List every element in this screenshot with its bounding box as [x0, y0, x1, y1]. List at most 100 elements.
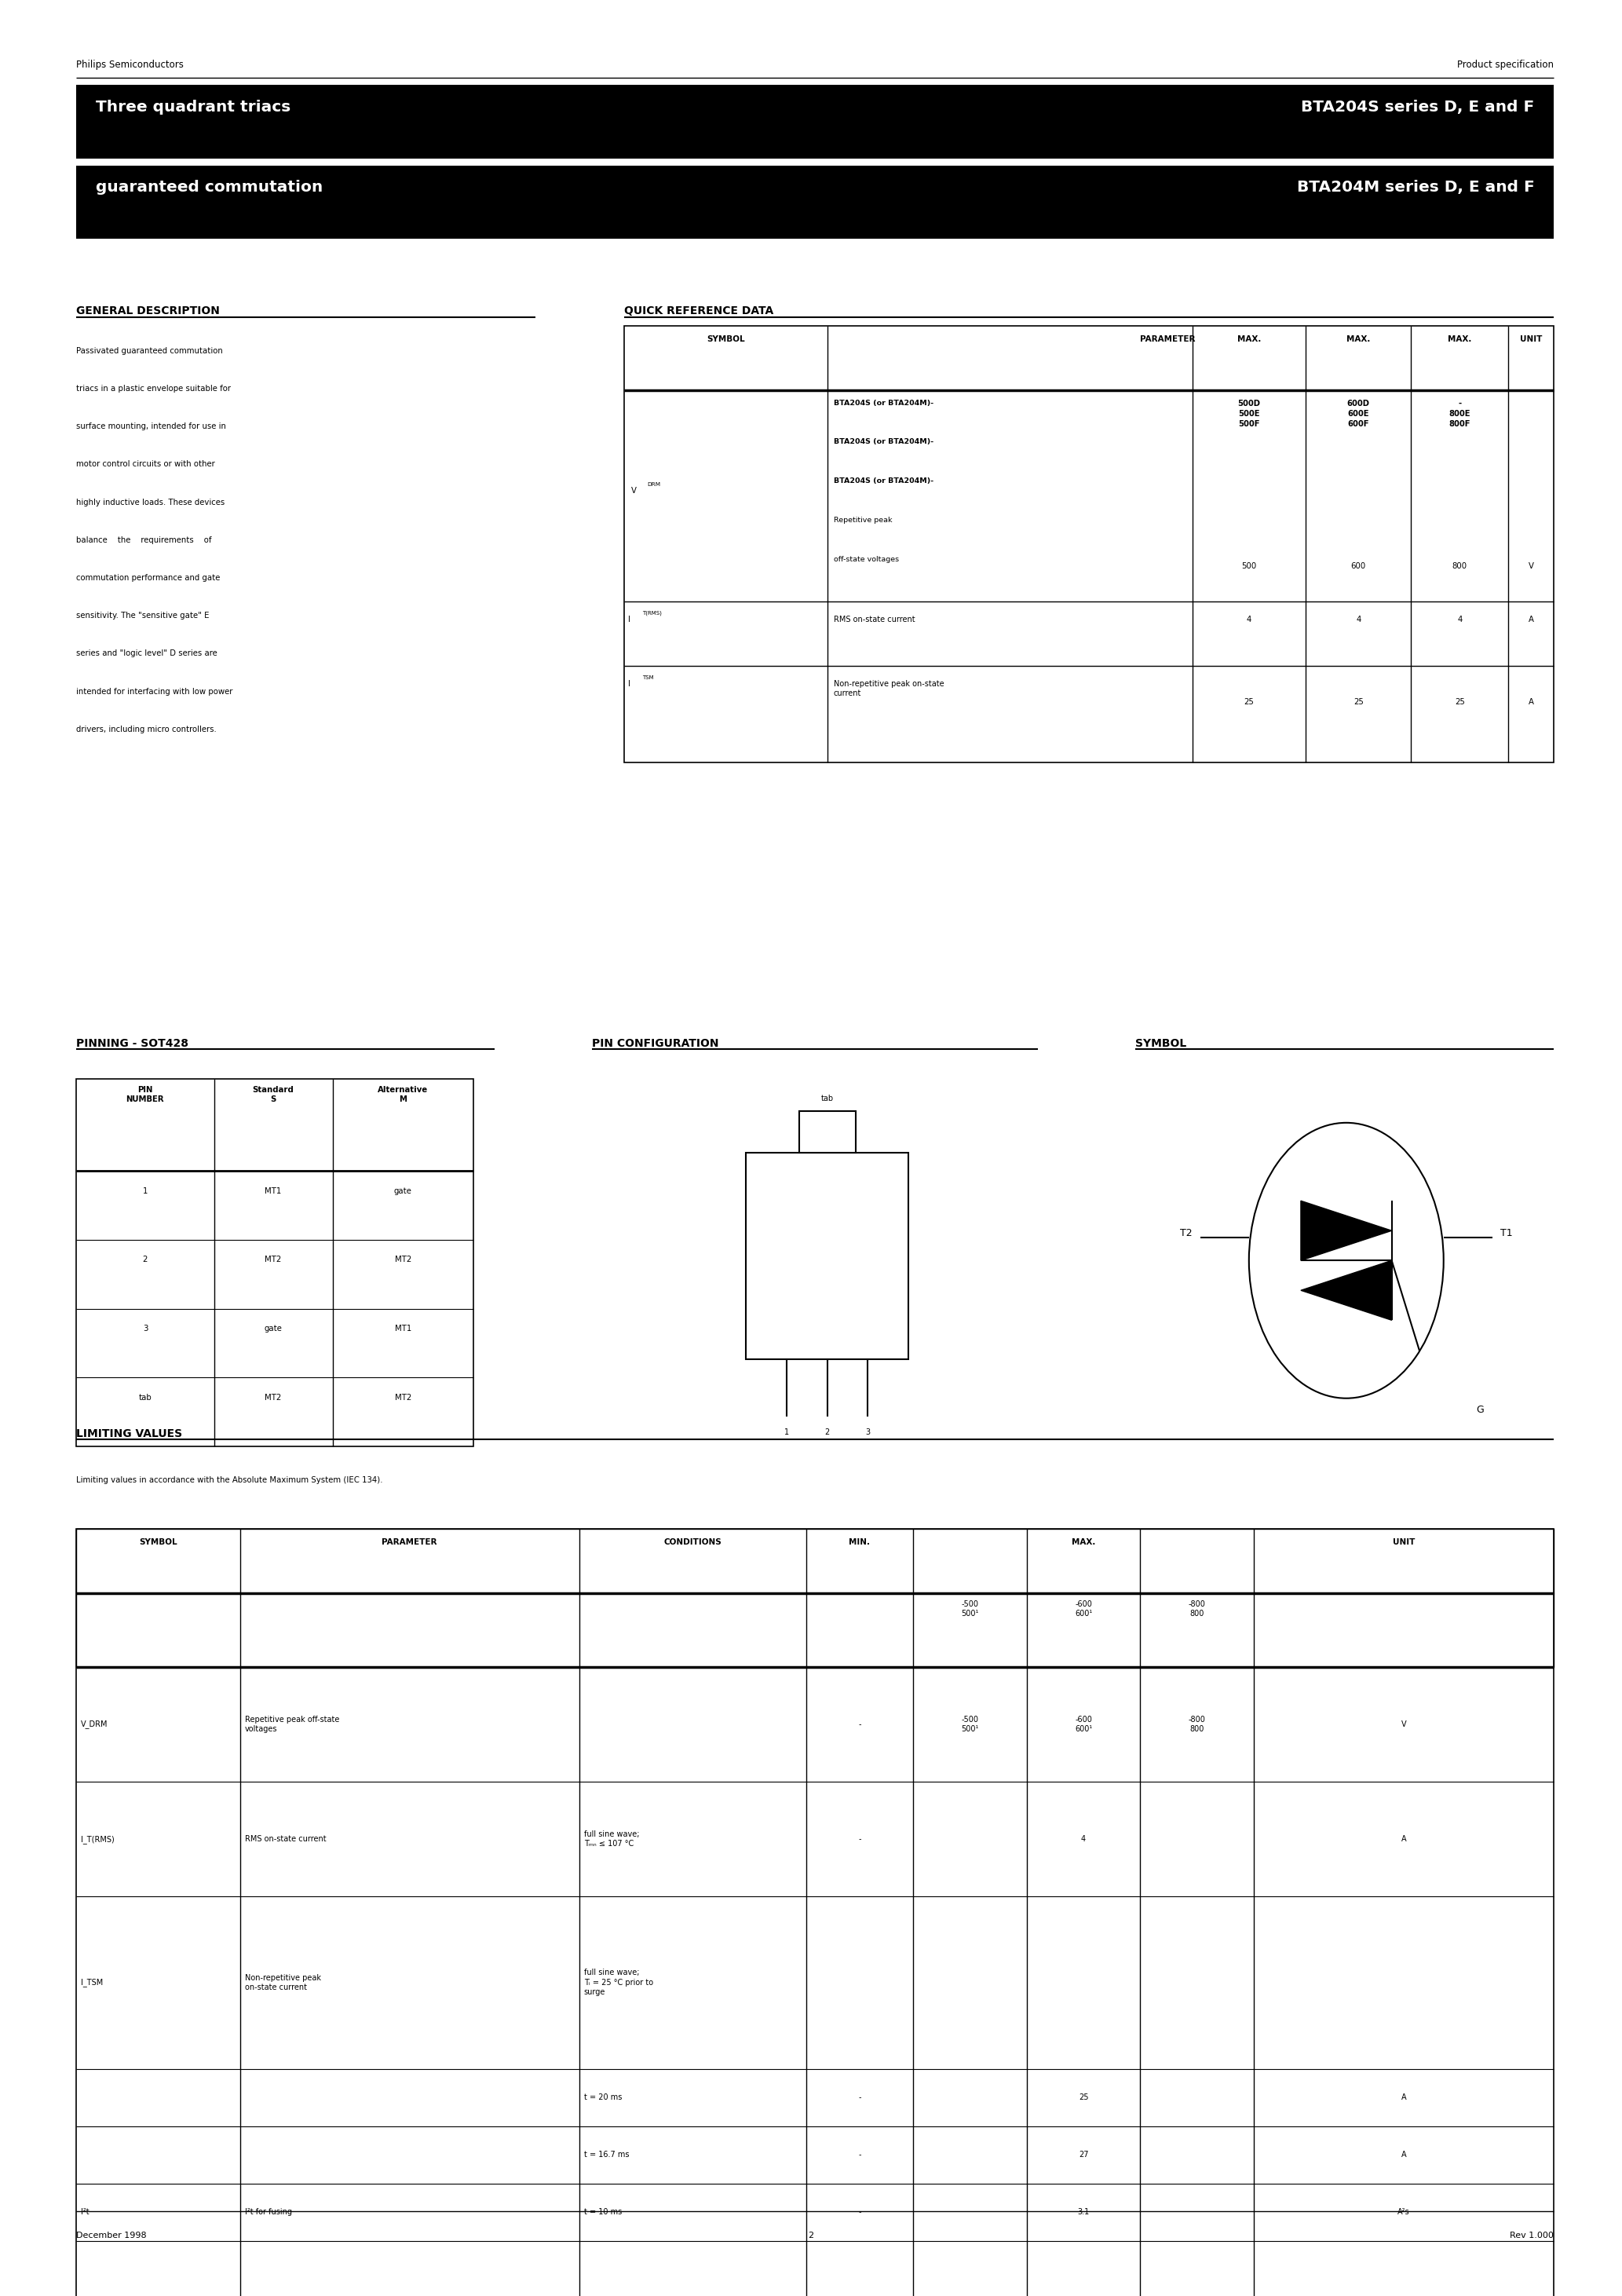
- Text: 2: 2: [824, 1428, 830, 1435]
- Text: I_T(RMS): I_T(RMS): [81, 1835, 115, 1844]
- Text: -: -: [858, 1720, 861, 1729]
- Text: motor control circuits or with other: motor control circuits or with other: [76, 461, 216, 468]
- Text: 4: 4: [1457, 615, 1463, 622]
- Text: PIN CONFIGURATION: PIN CONFIGURATION: [592, 1038, 719, 1049]
- Text: 3: 3: [143, 1325, 148, 1332]
- Bar: [76, 1529, 1554, 1593]
- Text: I: I: [628, 615, 629, 622]
- Text: -: -: [858, 2094, 861, 2101]
- Text: 4: 4: [1082, 1835, 1085, 1844]
- Text: tab: tab: [821, 1095, 834, 1102]
- Text: A: A: [1401, 1835, 1406, 1844]
- Text: series and "logic level" D series are: series and "logic level" D series are: [76, 650, 217, 657]
- Text: UNIT: UNIT: [1520, 335, 1543, 342]
- Text: off-state voltages: off-state voltages: [834, 556, 899, 563]
- Text: 4: 4: [1246, 615, 1252, 622]
- Text: MT2: MT2: [394, 1256, 412, 1263]
- Text: T1: T1: [1500, 1228, 1513, 1238]
- Text: BTA204S (or BTA204M)-: BTA204S (or BTA204M)-: [834, 400, 934, 406]
- Text: T(RMS): T(RMS): [642, 611, 662, 615]
- Text: A: A: [1528, 615, 1534, 622]
- Text: TSM: TSM: [642, 675, 654, 680]
- Text: V: V: [1401, 1720, 1406, 1729]
- Text: balance    the    requirements    of: balance the requirements of: [76, 535, 211, 544]
- Bar: [76, 85, 1554, 158]
- Text: Alternative
M: Alternative M: [378, 1086, 428, 1104]
- Text: t = 16.7 ms: t = 16.7 ms: [584, 2151, 629, 2158]
- Text: 600D
600E
600F: 600D 600E 600F: [1346, 400, 1371, 427]
- Text: SYMBOL: SYMBOL: [139, 1538, 177, 1545]
- Text: 4: 4: [1356, 615, 1361, 622]
- Text: 25: 25: [1244, 698, 1254, 705]
- Text: gate: gate: [394, 1187, 412, 1194]
- Text: CONDITIONS: CONDITIONS: [663, 1538, 722, 1545]
- Text: -800
800: -800 800: [1189, 1600, 1205, 1619]
- Text: GENERAL DESCRIPTION: GENERAL DESCRIPTION: [76, 305, 221, 317]
- Text: MAX.: MAX.: [1448, 335, 1471, 342]
- Text: -500
500¹: -500 500¹: [962, 1600, 978, 1619]
- Text: PINNING - SOT428: PINNING - SOT428: [76, 1038, 188, 1049]
- Bar: [624, 326, 1554, 762]
- Text: 25: 25: [1079, 2094, 1088, 2101]
- Text: LIMITING VALUES: LIMITING VALUES: [76, 1428, 182, 1440]
- Text: sensitivity. The "sensitive gate" E: sensitivity. The "sensitive gate" E: [76, 613, 209, 620]
- Text: Rev 1.000: Rev 1.000: [1510, 2232, 1554, 2239]
- Text: G: G: [1476, 1405, 1484, 1414]
- Text: QUICK REFERENCE DATA: QUICK REFERENCE DATA: [624, 305, 774, 317]
- Text: T2: T2: [1179, 1228, 1192, 1238]
- Text: A²s: A²s: [1398, 2209, 1410, 2216]
- Bar: [746, 1153, 908, 1359]
- Text: 25: 25: [1455, 698, 1465, 705]
- Text: A: A: [1401, 2094, 1406, 2101]
- Text: 500D
500E
500F: 500D 500E 500F: [1238, 400, 1260, 427]
- Text: PARAMETER: PARAMETER: [1140, 335, 1195, 342]
- Text: surface mounting, intended for use in: surface mounting, intended for use in: [76, 422, 225, 429]
- Text: -
800E
800F: - 800E 800F: [1448, 400, 1471, 427]
- Text: 27: 27: [1079, 2151, 1088, 2158]
- Text: BTA204S series D, E and F: BTA204S series D, E and F: [1301, 99, 1534, 115]
- Text: Non-repetitive peak
on-state current: Non-repetitive peak on-state current: [245, 1975, 321, 1991]
- Text: V: V: [1528, 563, 1534, 569]
- Text: -600
600¹: -600 600¹: [1075, 1715, 1092, 1733]
- Text: -500
500¹: -500 500¹: [962, 1715, 978, 1733]
- Text: 3: 3: [866, 1428, 869, 1435]
- Text: 600: 600: [1351, 563, 1366, 569]
- Text: gate: gate: [264, 1325, 282, 1332]
- Text: -600
600¹: -600 600¹: [1075, 1600, 1092, 1619]
- Text: 1: 1: [785, 1428, 788, 1435]
- Text: full sine wave;
Tₘₙ ≤ 107 °C: full sine wave; Tₘₙ ≤ 107 °C: [584, 1830, 639, 1848]
- Text: 3.1: 3.1: [1077, 2209, 1090, 2216]
- Text: -: -: [858, 1835, 861, 1844]
- Text: A: A: [1528, 698, 1534, 705]
- Text: -800
800: -800 800: [1189, 1715, 1205, 1733]
- Text: -: -: [858, 2151, 861, 2158]
- Text: MIN.: MIN.: [848, 1538, 871, 1545]
- Text: BTA204S (or BTA204M)-: BTA204S (or BTA204M)-: [834, 478, 934, 484]
- Text: I²t: I²t: [81, 2209, 89, 2216]
- Text: -: -: [858, 2209, 861, 2216]
- Text: t = 20 ms: t = 20 ms: [584, 2094, 621, 2101]
- Text: I²t for fusing: I²t for fusing: [245, 2209, 292, 2216]
- Bar: [76, 1079, 474, 1446]
- Text: drivers, including micro controllers.: drivers, including micro controllers.: [76, 726, 217, 732]
- Bar: [76, 165, 1554, 239]
- Text: SYMBOL: SYMBOL: [707, 335, 744, 342]
- Polygon shape: [1301, 1261, 1392, 1320]
- Text: Standard
S: Standard S: [253, 1086, 294, 1104]
- Text: 800: 800: [1452, 563, 1468, 569]
- Text: MT2: MT2: [264, 1394, 282, 1401]
- Text: MAX.: MAX.: [1346, 335, 1371, 342]
- Text: BTA204M series D, E and F: BTA204M series D, E and F: [1296, 179, 1534, 195]
- Text: 2: 2: [808, 2232, 814, 2239]
- Text: December 1998: December 1998: [76, 2232, 146, 2239]
- Text: Philips Semiconductors: Philips Semiconductors: [76, 60, 183, 69]
- Text: V: V: [631, 487, 636, 494]
- Text: I: I: [628, 680, 629, 687]
- Text: Repetitive peak: Repetitive peak: [834, 517, 892, 523]
- Text: triacs in a plastic envelope suitable for: triacs in a plastic envelope suitable fo…: [76, 383, 230, 393]
- Text: MT1: MT1: [264, 1187, 282, 1194]
- Text: 500: 500: [1241, 563, 1257, 569]
- Text: full sine wave;
Tᵢ = 25 °C prior to
surge: full sine wave; Tᵢ = 25 °C prior to surg…: [584, 1970, 654, 1995]
- Text: MT2: MT2: [394, 1394, 412, 1401]
- Text: Limiting values in accordance with the Absolute Maximum System (IEC 134).: Limiting values in accordance with the A…: [76, 1476, 383, 1483]
